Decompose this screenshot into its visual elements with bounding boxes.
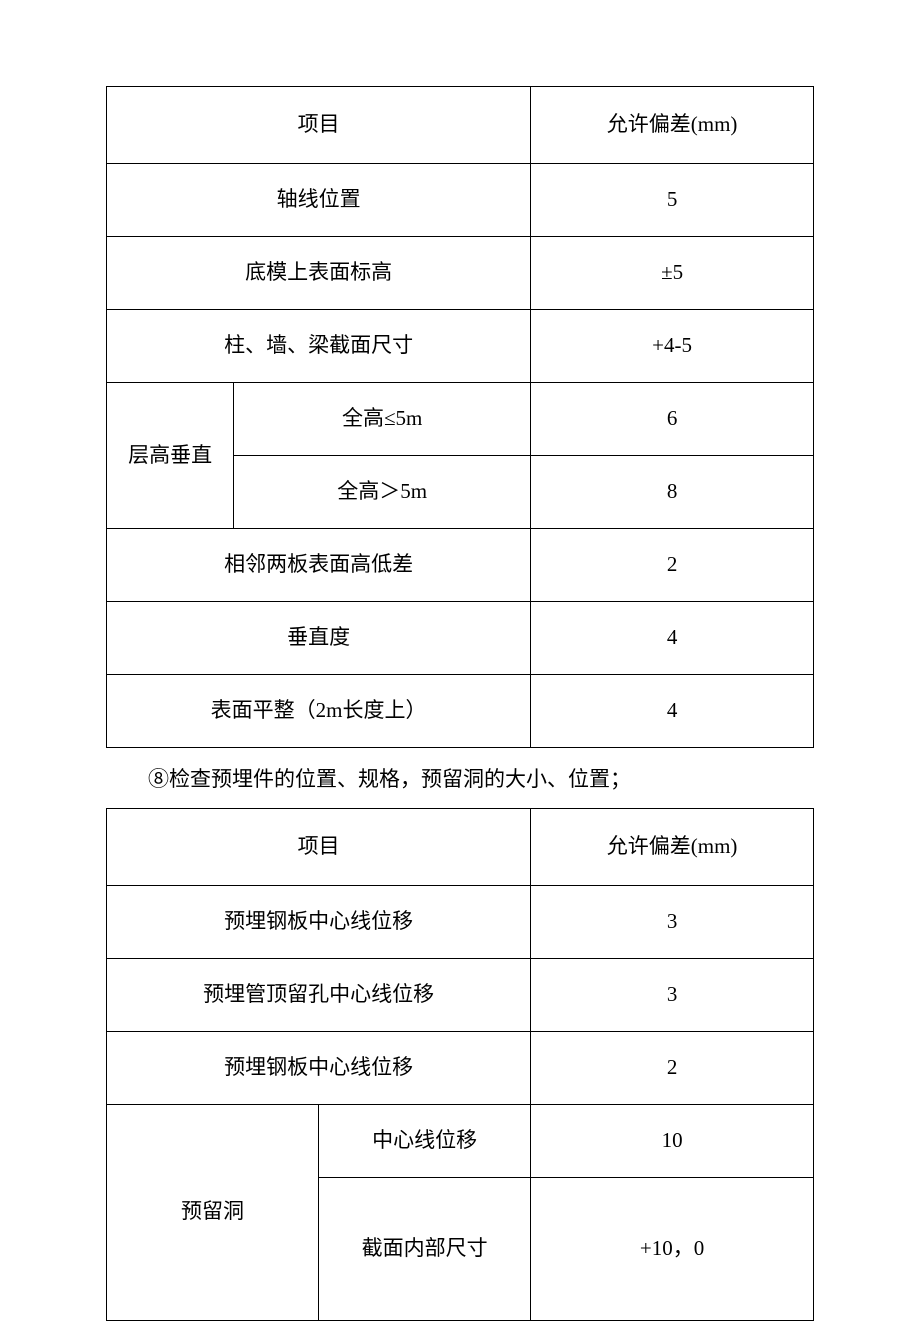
table-row: 相邻两板表面高低差 2: [107, 529, 814, 602]
table-row: 预埋钢板中心线位移 3: [107, 885, 814, 958]
cell-value: 3: [531, 885, 814, 958]
table-row: 垂直度 4: [107, 602, 814, 675]
tolerance-table-1: 项目 允许偏差(mm) 轴线位置 5 底模上表面标高 ±5 柱、墙、梁截面尺寸 …: [106, 86, 814, 748]
cell-value: 3: [531, 958, 814, 1031]
table-row: 底模上表面标高 ±5: [107, 237, 814, 310]
header-cell-tolerance: 允许偏差(mm): [531, 808, 814, 885]
cell-value: 8: [531, 456, 814, 529]
cell-item: 预埋钢板中心线位移: [107, 1031, 531, 1104]
cell-item: 底模上表面标高: [107, 237, 531, 310]
cell-value: 4: [531, 602, 814, 675]
cell-sub-item: 全高≤5m: [234, 383, 531, 456]
cell-value: ±5: [531, 237, 814, 310]
page-content: 项目 允许偏差(mm) 轴线位置 5 底模上表面标高 ±5 柱、墙、梁截面尺寸 …: [0, 0, 920, 1321]
cell-value: 6: [531, 383, 814, 456]
table-row: 轴线位置 5: [107, 164, 814, 237]
cell-item: 垂直度: [107, 602, 531, 675]
table-row: 预留洞 中心线位移 10: [107, 1104, 814, 1177]
header-cell-tolerance: 允许偏差(mm): [531, 87, 814, 164]
header-cell-item: 项目: [107, 87, 531, 164]
cell-value: 2: [531, 1031, 814, 1104]
table-row: 柱、墙、梁截面尺寸 +4-5: [107, 310, 814, 383]
cell-value: +10，0: [531, 1177, 814, 1320]
cell-value: +4-5: [531, 310, 814, 383]
cell-group-label: 预留洞: [107, 1104, 319, 1320]
cell-value: 4: [531, 675, 814, 748]
cell-sub-item: 截面内部尺寸: [319, 1177, 531, 1320]
table-row: 表面平整（2m长度上） 4: [107, 675, 814, 748]
cell-item: 预埋管顶留孔中心线位移: [107, 958, 531, 1031]
cell-item: 轴线位置: [107, 164, 531, 237]
cell-item: 相邻两板表面高低差: [107, 529, 531, 602]
header-cell-item: 项目: [107, 808, 531, 885]
table-row: 预埋管顶留孔中心线位移 3: [107, 958, 814, 1031]
cell-item: 柱、墙、梁截面尺寸: [107, 310, 531, 383]
tolerance-table-2: 项目 允许偏差(mm) 预埋钢板中心线位移 3 预埋管顶留孔中心线位移 3 预埋…: [106, 808, 814, 1321]
cell-value: 5: [531, 164, 814, 237]
cell-item: 预埋钢板中心线位移: [107, 885, 531, 958]
cell-value: 2: [531, 529, 814, 602]
cell-group-label: 层高垂直: [107, 383, 234, 529]
cell-sub-item: 全高＞5m: [234, 456, 531, 529]
table-row: 项目 允许偏差(mm): [107, 87, 814, 164]
cell-sub-item: 中心线位移: [319, 1104, 531, 1177]
table-row: 预埋钢板中心线位移 2: [107, 1031, 814, 1104]
cell-value: 10: [531, 1104, 814, 1177]
table-row: 项目 允许偏差(mm): [107, 808, 814, 885]
cell-item: 表面平整（2m长度上）: [107, 675, 531, 748]
table-row: 层高垂直 全高≤5m 6: [107, 383, 814, 456]
paragraph-check-embed: ⑧检查预埋件的位置、规格，预留洞的大小、位置；: [106, 764, 814, 796]
